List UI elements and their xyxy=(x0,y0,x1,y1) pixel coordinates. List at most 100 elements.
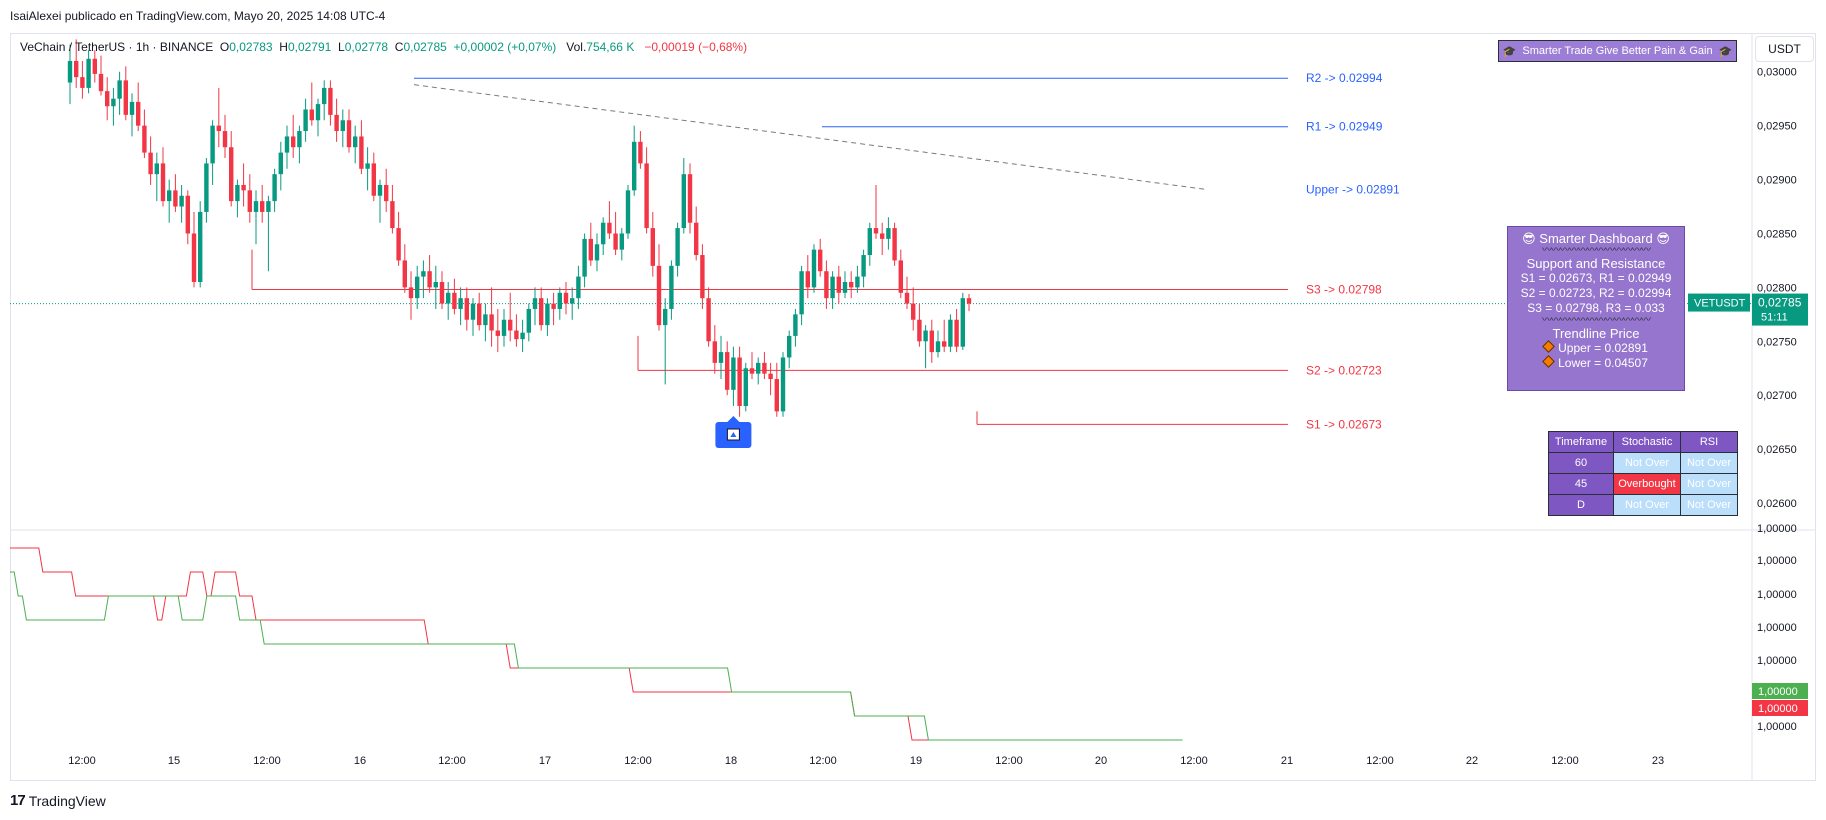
tradingview-logo[interactable]: 17 TradingView xyxy=(10,792,106,809)
candle-body xyxy=(520,332,525,340)
candle-body xyxy=(917,319,922,342)
candle-body xyxy=(495,330,500,336)
candle-body xyxy=(160,163,166,202)
candle-body xyxy=(799,271,804,315)
candle-body xyxy=(80,77,85,88)
candle-body xyxy=(582,238,587,277)
candle-body xyxy=(824,271,829,299)
time-tick-label: 12:00 xyxy=(438,755,466,767)
candle-body xyxy=(390,201,395,229)
symbol-badge xyxy=(1688,293,1750,312)
candle-body xyxy=(675,228,680,266)
candle-body xyxy=(706,298,711,342)
oscillator-tick-label: 1,00000 xyxy=(1757,589,1797,601)
time-tick-label: 16 xyxy=(354,755,366,767)
candle-body xyxy=(904,292,910,304)
oscillator-tick-label: 1,00000 xyxy=(1757,655,1797,667)
level-label-s2: S2 -> 0.02723 xyxy=(1306,363,1382,377)
candle-body xyxy=(439,282,445,304)
cap-icon-right: 🎓 xyxy=(1718,45,1733,58)
time-tick-label: 12:00 xyxy=(624,755,652,767)
candle-body xyxy=(377,184,383,196)
table-row: D Not Over Not Over xyxy=(1548,494,1738,516)
low-value: 0,02778 xyxy=(344,40,389,54)
candle-body xyxy=(619,233,624,250)
candle-body xyxy=(92,58,97,74)
candle-body xyxy=(855,276,860,288)
candle-body xyxy=(898,260,903,293)
trendline-title: Trendline Price xyxy=(1552,326,1640,341)
candle-body xyxy=(948,319,953,347)
table-row: 60 Not Over Not Over xyxy=(1548,452,1738,474)
symbol-badge-text: VETUSDT xyxy=(1694,298,1746,310)
timeframe-cell: 60 xyxy=(1548,452,1614,474)
candle-body xyxy=(291,136,296,148)
candle-body xyxy=(545,303,550,326)
candle-body xyxy=(644,163,649,229)
candle-body xyxy=(421,271,426,277)
candle-body xyxy=(452,292,457,309)
countdown-text: 51:11 xyxy=(1761,312,1788,324)
price-tick-label: 0,02600 xyxy=(1757,498,1797,510)
candle-body xyxy=(198,211,203,282)
close-label: C xyxy=(394,40,404,54)
table-header: RSI xyxy=(1680,431,1738,453)
candle-body xyxy=(681,174,686,229)
candle-body xyxy=(185,195,190,234)
candle-body xyxy=(458,298,463,309)
candle-body xyxy=(204,163,209,212)
time-tick-label: 21 xyxy=(1281,755,1293,767)
candle-body xyxy=(483,314,488,326)
time-tick-label: 12:00 xyxy=(809,755,837,767)
candle-body xyxy=(470,303,476,320)
trendline-upper-text: Upper = 0.02891 xyxy=(1558,341,1648,355)
candle-body xyxy=(687,174,693,223)
oscillator-badge-text: 1,00000 xyxy=(1758,703,1798,715)
ohlc-legend: VeChain / TetherUS · 1h · BINANCE O0,027… xyxy=(20,40,747,54)
timeframe-cell: 45 xyxy=(1548,473,1614,495)
candle-body xyxy=(309,109,314,121)
candle-body xyxy=(774,379,779,412)
candle-body xyxy=(464,298,469,320)
candle-body xyxy=(929,330,934,353)
change-value: +0,00002 (+0,07%) xyxy=(453,40,557,54)
candle-body xyxy=(384,184,389,202)
low-label: L xyxy=(338,40,345,54)
price-tick-label: 0,02950 xyxy=(1757,121,1797,133)
currency-selector[interactable]: USDT xyxy=(1755,36,1814,62)
price-tick-label: 0,03000 xyxy=(1757,67,1797,79)
candle-body xyxy=(780,357,786,412)
trendline xyxy=(413,84,1206,190)
candle-body xyxy=(142,125,147,153)
oscillator-green-line xyxy=(10,571,1183,741)
candle-body xyxy=(743,368,748,406)
candle-body xyxy=(179,195,184,207)
candle-body xyxy=(818,249,823,272)
candle-body xyxy=(923,330,928,342)
time-tick-label: 12:00 xyxy=(68,755,96,767)
candle-body xyxy=(446,292,451,304)
candle-body xyxy=(402,260,407,288)
symbol-name[interactable]: VeChain / TetherUS · 1h · BINANCE xyxy=(20,40,214,54)
time-tick-label: 20 xyxy=(1095,755,1107,767)
candle-body xyxy=(501,319,507,336)
candle-body xyxy=(892,228,897,261)
candle-body xyxy=(235,184,240,202)
high-value: 0,02791 xyxy=(287,40,332,54)
candle-body xyxy=(427,271,432,288)
candle-body xyxy=(954,319,959,347)
price-tick-label: 0,02650 xyxy=(1757,444,1797,456)
candle-body xyxy=(229,147,234,202)
candle-body xyxy=(148,152,153,175)
candle-body xyxy=(911,303,916,320)
trendline-lower: Lower = 0.04507 xyxy=(1508,355,1684,371)
candle-body xyxy=(105,91,110,107)
oscillator-tick-label: 1,00000 xyxy=(1757,721,1797,733)
candle-body xyxy=(346,120,352,148)
candle-body xyxy=(191,233,197,282)
candle-body xyxy=(793,314,798,336)
volume-value: 754,66 K xyxy=(586,40,635,54)
candle-body xyxy=(694,222,699,256)
candle-body xyxy=(129,101,135,115)
